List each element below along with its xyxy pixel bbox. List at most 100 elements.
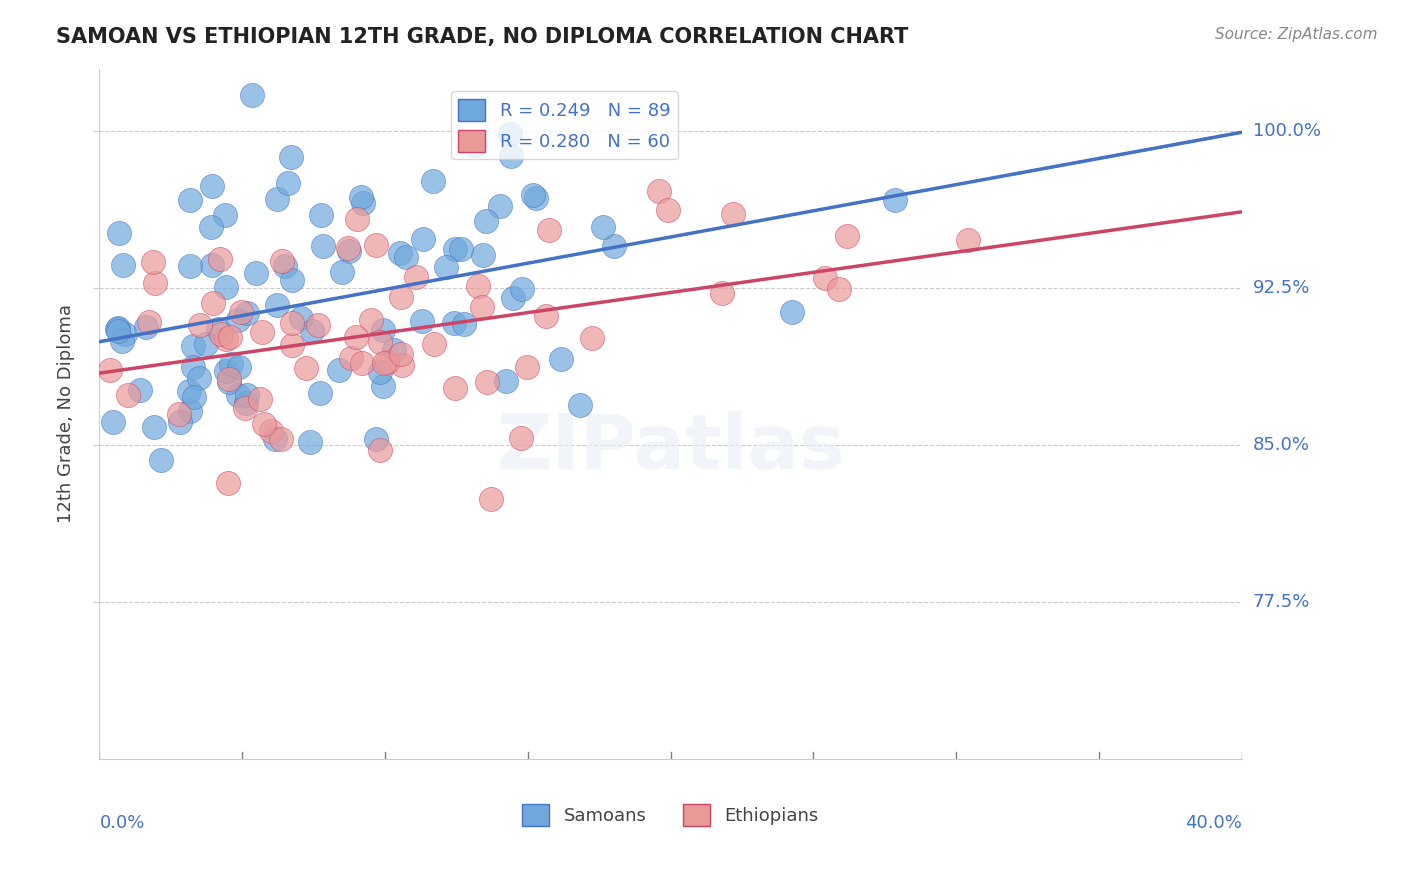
Point xyxy=(181,359,204,374)
Point xyxy=(444,242,467,256)
Point xyxy=(443,316,465,330)
Point xyxy=(489,199,512,213)
Point xyxy=(280,150,302,164)
Point xyxy=(657,203,679,218)
Point xyxy=(218,375,240,389)
Point xyxy=(217,476,239,491)
Point xyxy=(711,286,734,301)
Point xyxy=(183,390,205,404)
Point xyxy=(337,241,360,255)
Point xyxy=(229,305,252,319)
Point xyxy=(245,267,267,281)
Point xyxy=(522,188,544,202)
Point xyxy=(471,300,494,314)
Point xyxy=(309,385,332,400)
Point xyxy=(128,383,150,397)
Point xyxy=(371,323,394,337)
Point xyxy=(169,415,191,429)
Point xyxy=(550,351,572,366)
Point xyxy=(364,238,387,252)
Point xyxy=(516,359,538,374)
Point xyxy=(201,178,224,193)
Point xyxy=(215,364,238,378)
Point xyxy=(138,315,160,329)
Point xyxy=(236,306,259,320)
Legend: Samoans, Ethiopians: Samoans, Ethiopians xyxy=(515,797,825,833)
Point xyxy=(330,265,353,279)
Point xyxy=(107,226,129,240)
Point xyxy=(281,337,304,351)
Point xyxy=(502,291,524,305)
Point xyxy=(389,346,412,360)
Point xyxy=(422,336,444,351)
Text: 100.0%: 100.0% xyxy=(1253,122,1320,140)
Point xyxy=(215,280,238,294)
Point xyxy=(884,193,907,207)
Point xyxy=(226,388,249,402)
Point xyxy=(479,491,502,506)
Point xyxy=(117,387,139,401)
Point xyxy=(266,192,288,206)
Point xyxy=(592,220,614,235)
Point xyxy=(603,239,626,253)
Point xyxy=(412,232,434,246)
Point xyxy=(215,332,238,346)
Point xyxy=(295,360,318,375)
Point xyxy=(814,271,837,285)
Point xyxy=(956,233,979,247)
Point xyxy=(475,213,498,227)
Point xyxy=(219,358,242,372)
Point xyxy=(209,252,232,267)
Point xyxy=(350,356,373,370)
Point xyxy=(389,290,412,304)
Point xyxy=(467,279,489,293)
Point xyxy=(249,392,271,407)
Point xyxy=(188,370,211,384)
Point xyxy=(111,334,134,348)
Point xyxy=(135,320,157,334)
Text: 92.5%: 92.5% xyxy=(1253,279,1310,297)
Point xyxy=(312,238,335,252)
Point xyxy=(179,259,201,273)
Point xyxy=(167,408,190,422)
Point xyxy=(394,250,416,264)
Point xyxy=(443,381,465,395)
Point xyxy=(195,336,218,351)
Point xyxy=(721,207,744,221)
Text: 85.0%: 85.0% xyxy=(1253,436,1310,454)
Point xyxy=(391,358,413,372)
Point xyxy=(270,254,292,268)
Point xyxy=(450,242,472,256)
Point xyxy=(101,415,124,429)
Point xyxy=(352,195,374,210)
Point xyxy=(581,331,603,345)
Point xyxy=(373,378,395,392)
Point xyxy=(202,296,225,310)
Point xyxy=(311,209,333,223)
Point xyxy=(364,432,387,446)
Point xyxy=(107,324,129,338)
Point xyxy=(389,246,412,260)
Point xyxy=(253,417,276,431)
Point xyxy=(780,305,803,319)
Point xyxy=(270,433,292,447)
Point xyxy=(100,362,122,376)
Point xyxy=(524,191,547,205)
Point xyxy=(188,318,211,332)
Point xyxy=(434,260,457,274)
Point xyxy=(471,247,494,261)
Point xyxy=(150,452,173,467)
Point xyxy=(207,322,229,336)
Point xyxy=(290,310,312,325)
Point xyxy=(340,351,363,365)
Point xyxy=(569,398,592,412)
Point xyxy=(280,272,302,286)
Point xyxy=(337,244,360,258)
Point xyxy=(495,374,517,388)
Point xyxy=(209,326,232,341)
Point xyxy=(510,432,533,446)
Point xyxy=(114,326,136,341)
Point xyxy=(240,87,263,102)
Point xyxy=(301,324,323,338)
Point xyxy=(260,424,283,438)
